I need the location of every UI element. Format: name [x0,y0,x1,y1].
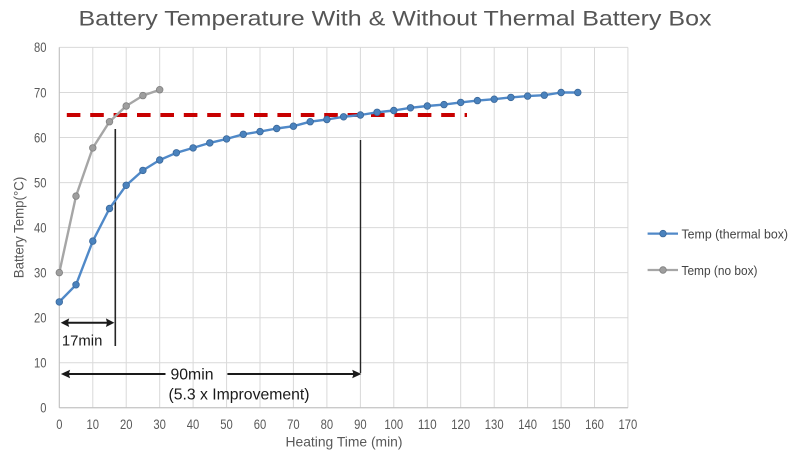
svg-text:50: 50 [220,417,233,432]
svg-text:60: 60 [254,417,266,432]
svg-text:80: 80 [34,40,47,55]
svg-text:100: 100 [384,417,403,432]
svg-text:Battery Temp(°C): Battery Temp(°C) [12,177,27,279]
svg-text:150: 150 [552,417,571,432]
svg-text:0: 0 [56,417,62,432]
svg-text:40: 40 [34,220,47,235]
svg-text:30: 30 [34,265,47,280]
svg-text:10: 10 [87,417,100,432]
svg-text:130: 130 [485,417,504,432]
svg-text:17min: 17min [62,334,103,350]
svg-text:20: 20 [120,417,133,432]
svg-text:10: 10 [34,356,47,371]
svg-text:Battery Temperature With & Wit: Battery Temperature With & Without Therm… [79,8,713,31]
svg-text:90min: 90min [171,367,214,384]
svg-text:0: 0 [40,401,46,416]
svg-text:70: 70 [287,417,300,432]
svg-text:170: 170 [619,417,638,432]
svg-text:90: 90 [354,417,367,432]
svg-text:Temp (no box): Temp (no box) [682,263,758,278]
svg-text:160: 160 [585,417,604,432]
svg-text:70: 70 [34,85,47,100]
svg-text:(5.3 x Improvement): (5.3 x Improvement) [169,387,310,404]
svg-text:80: 80 [321,417,334,432]
svg-text:40: 40 [187,417,200,432]
svg-text:60: 60 [34,130,47,145]
svg-text:140: 140 [518,417,537,432]
svg-text:Heating Time (min): Heating Time (min) [286,434,403,450]
svg-text:110: 110 [418,417,437,432]
svg-text:30: 30 [153,417,166,432]
svg-text:20: 20 [34,311,47,326]
svg-text:Temp (thermal box): Temp (thermal box) [682,227,789,242]
svg-text:50: 50 [34,175,47,190]
svg-text:120: 120 [451,417,470,432]
